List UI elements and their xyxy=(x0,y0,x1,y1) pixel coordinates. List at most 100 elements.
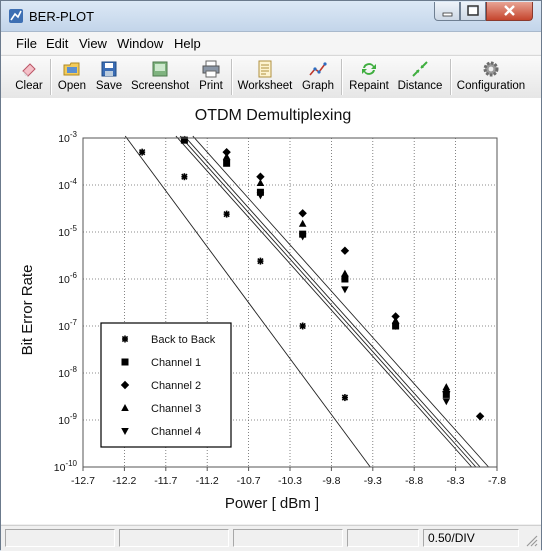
data-point xyxy=(340,246,350,255)
printer-icon xyxy=(202,60,220,78)
configuration-button[interactable]: Configuration xyxy=(455,58,527,96)
status-cell xyxy=(5,529,115,547)
floppy-disk-icon xyxy=(101,61,117,77)
data-point xyxy=(442,383,451,391)
toolbar-separator xyxy=(231,59,233,95)
open-label: Open xyxy=(57,80,87,92)
y-tick-label: 10-4 xyxy=(58,177,77,192)
legend-marker xyxy=(121,335,129,343)
x-tick-label: -11.2 xyxy=(196,475,219,487)
screenshot-button[interactable]: Screenshot xyxy=(131,58,189,96)
x-tick-label: -9.3 xyxy=(364,475,382,487)
y-tick-labels: 10-3 10-4 10-5 10-6 10-7 10-8 10-9 10-10 xyxy=(54,130,78,474)
window-title: BER-PLOT xyxy=(29,9,95,24)
configuration-label: Configuration xyxy=(456,80,526,92)
clear-label: Clear xyxy=(15,80,43,92)
x-tick-label: -7.8 xyxy=(488,475,506,487)
data-point xyxy=(222,152,231,160)
menu-bar: File Edit View Window Help xyxy=(1,32,541,54)
toolbar-separator xyxy=(50,59,52,95)
maximize-icon xyxy=(467,5,479,16)
graph-label: Graph xyxy=(302,80,334,92)
distance-icon xyxy=(412,61,428,77)
open-button[interactable]: Open xyxy=(55,58,89,96)
eraser-icon xyxy=(22,63,36,77)
screenshot-label: Screenshot xyxy=(131,80,190,92)
y-tick-label: 10-8 xyxy=(58,365,77,380)
legend-marker xyxy=(120,380,130,390)
fit-line xyxy=(184,135,481,468)
status-cell xyxy=(233,529,343,547)
data-point xyxy=(299,322,306,330)
menu-window[interactable]: Window xyxy=(117,36,164,51)
distance-label: Distance xyxy=(397,80,443,92)
ber-chart[interactable]: OTDM Demultiplexing Bit Error Rate Power… xyxy=(1,98,541,524)
legend-label: Channel 3 xyxy=(151,403,201,415)
data-point xyxy=(341,286,349,294)
menu-view[interactable]: View xyxy=(79,36,107,51)
y-tick-label: 10-3 xyxy=(58,130,77,145)
maximize-button[interactable] xyxy=(460,2,486,21)
x-tick-label: -10.3 xyxy=(278,475,302,487)
minimize-icon xyxy=(442,12,453,17)
graph-button[interactable]: Graph xyxy=(299,58,337,96)
data-point xyxy=(222,147,231,157)
resize-grip-icon[interactable] xyxy=(525,534,539,548)
y-tick-label: 10-7 xyxy=(58,318,77,333)
repaint-label: Repaint xyxy=(349,80,389,92)
data-point xyxy=(181,173,188,181)
graph-icon xyxy=(309,62,327,76)
legend-label: Channel 2 xyxy=(151,380,201,392)
x-tick-label: -12.2 xyxy=(112,475,136,487)
y-tick-label: 10-5 xyxy=(58,224,77,239)
chart-title: OTDM Demultiplexing xyxy=(195,107,351,124)
close-button[interactable] xyxy=(486,2,533,21)
title-bar[interactable]: BER-PLOT xyxy=(1,1,541,32)
worksheet-button[interactable]: Worksheet xyxy=(237,58,293,96)
x-tick-label: -12.7 xyxy=(71,475,95,487)
repaint-button[interactable]: Repaint xyxy=(347,58,391,96)
toolbar-separator xyxy=(341,59,343,95)
fit-line xyxy=(175,135,472,468)
worksheet-icon xyxy=(258,60,272,78)
x-tick-label: -10.7 xyxy=(237,475,261,487)
data-point xyxy=(475,412,485,421)
data-point xyxy=(391,323,400,330)
gear-icon xyxy=(483,61,499,77)
folder-icon xyxy=(63,62,80,76)
image-icon xyxy=(152,61,168,77)
y-axis-label: Bit Error Rate xyxy=(19,265,36,356)
fit-line xyxy=(192,135,489,468)
y-tick-label: 10-6 xyxy=(58,271,77,286)
data-point xyxy=(341,394,349,402)
worksheet-label: Worksheet xyxy=(237,80,293,92)
fit-line xyxy=(179,135,477,468)
data-point xyxy=(138,148,146,156)
fit-lines xyxy=(124,135,489,468)
data-point xyxy=(256,192,265,200)
print-label: Print xyxy=(199,80,223,92)
legend-label: Channel 1 xyxy=(151,357,201,369)
data-point xyxy=(442,398,451,406)
legend-marker xyxy=(121,428,129,435)
distance-button[interactable]: Distance xyxy=(397,58,443,96)
app-icon xyxy=(9,9,23,23)
save-button[interactable]: Save xyxy=(93,58,125,96)
x-axis-label: Power [ dBm ] xyxy=(225,495,319,512)
fit-line xyxy=(124,135,371,468)
data-point xyxy=(298,209,307,218)
x-tick-labels: -12.7 -12.2 -11.7 -11.2 -10.7 -10.3 -9.8 -9.3 -8… xyxy=(71,467,506,487)
minimize-button[interactable] xyxy=(434,2,460,21)
data-point xyxy=(222,159,231,167)
clear-button[interactable]: Clear xyxy=(11,58,47,96)
data-point xyxy=(298,233,307,241)
status-bar: 0.50/DIV xyxy=(1,525,541,551)
print-button[interactable]: Print xyxy=(195,58,227,96)
refresh-icon xyxy=(362,63,376,75)
menu-file[interactable]: File xyxy=(16,36,37,51)
menu-edit[interactable]: Edit xyxy=(46,36,69,51)
data-point xyxy=(180,136,188,144)
legend-marker xyxy=(121,358,129,366)
y-tick-label: 10-10 xyxy=(54,459,78,474)
menu-help[interactable]: Help xyxy=(174,36,201,51)
